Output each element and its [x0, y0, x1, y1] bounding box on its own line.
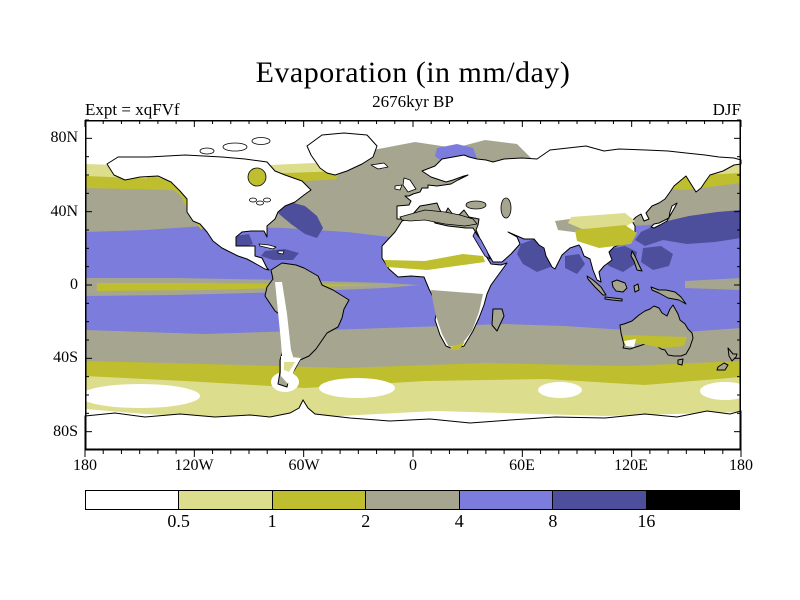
- inland-seas: [247, 167, 512, 260]
- colorbar-labels: 0.5 1 2 4 8 16: [85, 511, 740, 533]
- lat-label-80s: 80S: [53, 423, 78, 440]
- experiment-label: Expt = xqFVf: [85, 100, 180, 119]
- colorbar-box: [178, 490, 273, 510]
- colorbar-boundary-label: 4: [454, 511, 464, 531]
- lat-label-40s: 40S: [53, 349, 78, 366]
- page-subtitle: 2676kyr BP: [372, 92, 454, 111]
- colorbar-box: [645, 490, 740, 510]
- map-ticks: [84, 119, 742, 457]
- colorbar-box: [365, 490, 460, 510]
- colorbar-box: [552, 490, 647, 510]
- world-map: [80, 119, 750, 457]
- colorbar-box: [458, 490, 554, 510]
- lon-label-180w: 180: [73, 457, 97, 474]
- lon-label-120w: 120W: [174, 457, 214, 474]
- colorbar-box: [85, 490, 180, 510]
- colorbar-boundary-label: 1: [267, 511, 277, 531]
- colorbar-boundary-label: 8: [548, 511, 558, 531]
- lat-label-80n: 80N: [50, 129, 78, 146]
- colorbar: [85, 490, 740, 510]
- lon-label-0: 0: [409, 457, 417, 474]
- lat-label-eq: 0: [70, 276, 78, 293]
- colorbar-boundary-label: 16: [637, 511, 656, 531]
- lon-label-60w: 60W: [288, 457, 320, 474]
- map-svg: [80, 119, 750, 457]
- lon-label-120e: 120E: [614, 457, 648, 474]
- lat-label-40n: 40N: [50, 203, 78, 220]
- antarctica: [84, 398, 742, 451]
- colorbar-box: [271, 490, 367, 510]
- colorbar-boundary-label: 0.5: [167, 511, 190, 531]
- lon-label-180e: 180: [729, 457, 753, 474]
- season-label: DJF: [712, 100, 741, 119]
- lon-label-60e: 60E: [509, 457, 535, 474]
- colorbar-boundary-label: 2: [361, 511, 371, 531]
- page-title: Evaporation (in mm/day): [255, 56, 571, 89]
